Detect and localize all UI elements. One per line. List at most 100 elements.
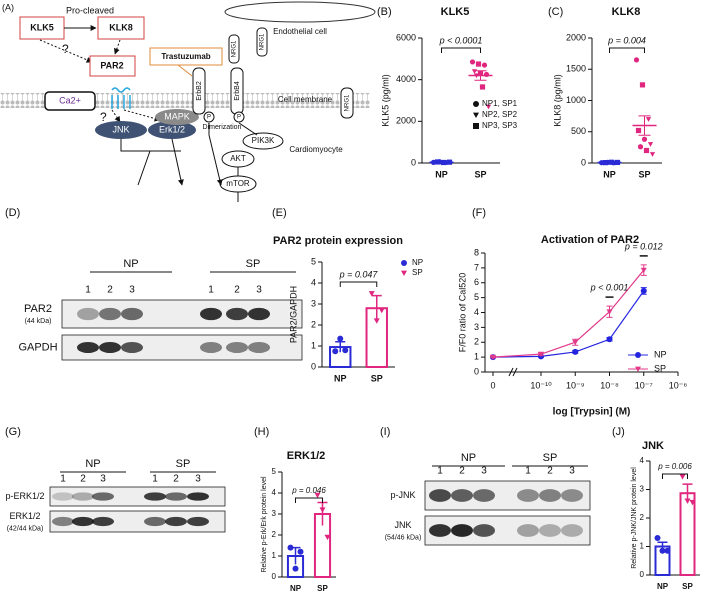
band xyxy=(248,307,270,321)
band xyxy=(200,307,222,321)
lane-label: 1 xyxy=(60,474,66,485)
node-label: ? xyxy=(62,42,69,56)
lane-label: 3 xyxy=(481,466,487,477)
panel-label: (E) xyxy=(272,207,287,219)
data-point xyxy=(684,498,691,504)
legend-label: NP xyxy=(412,258,423,267)
p-value: p = 0.006 xyxy=(657,462,692,471)
node-label: NRG1 xyxy=(345,94,351,111)
node-label: KLK5 xyxy=(30,22,54,32)
group-label: NP xyxy=(85,458,100,470)
band xyxy=(248,342,270,353)
par2-receptor xyxy=(111,87,131,109)
p-site xyxy=(203,111,215,123)
y-tick-label: 2 xyxy=(311,319,316,329)
x-axis-label: log [Trypsin] (M) xyxy=(553,407,631,418)
data-point xyxy=(373,318,380,324)
x-tick-label: 0 xyxy=(490,380,495,390)
y-tick-label: 4 xyxy=(474,307,479,317)
legend-marker xyxy=(473,123,479,129)
data-point xyxy=(679,474,686,480)
y-tick-label: 4000 xyxy=(396,74,416,84)
data-point xyxy=(287,544,294,551)
erbb2 xyxy=(192,67,206,115)
y-tick-label: 0 xyxy=(581,157,586,167)
data-point xyxy=(319,507,326,513)
data-point xyxy=(637,144,644,150)
band xyxy=(451,524,473,537)
data-point xyxy=(643,147,650,154)
node-label: Erk1/2 xyxy=(159,124,185,134)
data-point xyxy=(297,548,304,555)
data-point xyxy=(479,84,486,90)
legend-label: SP xyxy=(412,268,423,277)
band xyxy=(144,516,166,527)
group-label: NP xyxy=(123,258,138,270)
band xyxy=(539,524,561,537)
data-point xyxy=(490,354,496,361)
band xyxy=(473,489,495,502)
band xyxy=(187,516,209,527)
significance-bracket xyxy=(609,47,645,53)
p-value: p = 0.012 xyxy=(624,241,663,251)
x-tick-label: SP xyxy=(371,373,383,383)
band xyxy=(52,492,74,501)
x-tick-label: 10⁻⁹ xyxy=(566,380,585,390)
y-tick-label: 2 xyxy=(474,337,479,347)
band xyxy=(99,342,121,353)
band xyxy=(92,516,114,527)
error-bar xyxy=(474,70,487,81)
node-label: Endothelial cell xyxy=(273,27,327,36)
blot-background xyxy=(49,510,226,533)
y-tick-label: 4 xyxy=(272,488,277,497)
y-tick-label: 6 xyxy=(474,277,479,287)
band xyxy=(52,516,74,527)
lane-label: 2 xyxy=(547,466,553,477)
band xyxy=(429,524,451,537)
data-point xyxy=(342,347,349,354)
y-tick-label: 5 xyxy=(311,256,316,266)
x-tick-label: NP xyxy=(290,584,302,593)
band xyxy=(517,524,539,537)
lane-label: 2 xyxy=(107,285,113,296)
band xyxy=(99,307,121,321)
data-point xyxy=(649,152,656,157)
row-sublabel: (44 kDa) xyxy=(25,318,52,325)
y-tick-label: 0 xyxy=(411,157,416,167)
band xyxy=(187,492,209,501)
significance-bracket xyxy=(662,473,688,479)
y-tick-label: 2 xyxy=(272,530,277,539)
node-label: mTOR xyxy=(226,179,250,188)
band xyxy=(72,516,94,527)
arrow xyxy=(111,109,121,123)
y-tick-label: 8 xyxy=(474,247,479,257)
panel-label: (D) xyxy=(5,207,20,219)
data-point xyxy=(572,339,579,346)
p-value: p < 0.0001 xyxy=(439,35,483,45)
band xyxy=(226,307,248,321)
axis-break xyxy=(508,367,518,377)
y-tick-label: 2000 xyxy=(566,32,586,42)
node-label: MAPK xyxy=(164,111,190,121)
y-tick-label: 1 xyxy=(272,551,277,560)
y-axis-label: Relative p-Erk/Erk protein level xyxy=(261,476,268,573)
y-tick-label: 500 xyxy=(571,126,586,136)
error-bar xyxy=(371,294,382,321)
node-label: KLK8 xyxy=(109,22,133,32)
y-tick-label: 2000 xyxy=(396,116,416,126)
data-point xyxy=(538,351,544,358)
trastuzumab-box xyxy=(149,47,223,66)
data-point xyxy=(481,62,488,68)
significance-bracket xyxy=(441,47,481,53)
data-point xyxy=(633,57,640,63)
node-label: PAR2 xyxy=(100,60,123,70)
data-point xyxy=(572,348,579,355)
band xyxy=(451,489,473,502)
data-point xyxy=(378,307,385,314)
node-label: P xyxy=(237,115,241,121)
data-point xyxy=(639,82,646,88)
band xyxy=(226,342,248,353)
y-tick-label: 1500 xyxy=(566,64,586,74)
panel-label: (A) xyxy=(2,2,14,12)
